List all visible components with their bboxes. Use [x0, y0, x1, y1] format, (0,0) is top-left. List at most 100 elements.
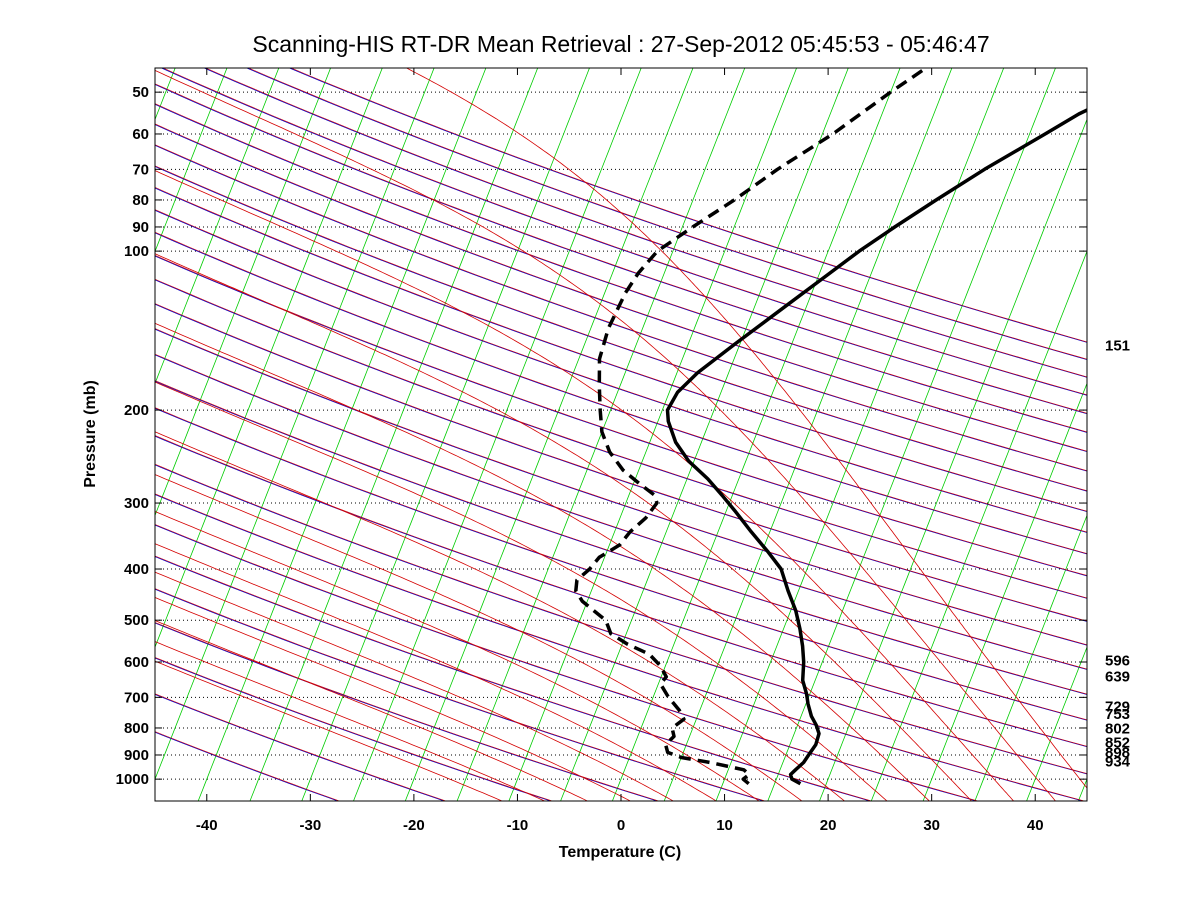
- dry-adiabat-overlay-290: [155, 555, 873, 801]
- isotherm--60: [155, 68, 280, 385]
- y-tick-label-1000: 1000: [116, 771, 149, 788]
- moist-adiabat-12: [155, 543, 717, 801]
- dry-adiabat-410: [155, 232, 1087, 555]
- x-axis-label: Temperature (C): [559, 844, 681, 861]
- right-label-729: 729: [1105, 699, 1130, 716]
- x-tick-label-10: 10: [716, 817, 733, 834]
- isotherm-30: [922, 382, 1087, 801]
- dry-adiabat-overlay-500: [205, 68, 1087, 378]
- moist-adiabat-36: [155, 253, 973, 801]
- isotherm--5: [560, 68, 849, 801]
- dry-adiabat-overlay-490: [162, 68, 1087, 396]
- moist-adiabat-4: [155, 597, 632, 801]
- isotherm--20: [404, 68, 694, 801]
- y-tick-label-300: 300: [124, 495, 149, 512]
- moist-adiabat-48: [405, 68, 1087, 789]
- y-tick-label-200: 200: [124, 402, 149, 419]
- dry-adiabat-overlay-460: [155, 123, 1087, 452]
- profiles: [574, 68, 1087, 786]
- y-tick-label-700: 700: [124, 689, 149, 706]
- dry-adiabat-overlay-360: [155, 353, 1087, 670]
- dry-adiabat-440: [155, 166, 1087, 492]
- moist-adiabat-16: [155, 511, 760, 801]
- pressure-grid: [155, 91, 1087, 780]
- y-tick-label-500: 500: [124, 612, 149, 629]
- dry-adiabat-overlay-520: [290, 68, 1087, 343]
- dry-adiabat-overlay-410: [155, 231, 1087, 554]
- x-tick-label--30: -30: [299, 817, 321, 834]
- y-tick-label-60: 60: [132, 126, 149, 143]
- y-tick-label-400: 400: [124, 561, 149, 578]
- y-ticks: 50 60 70 80 90 100 200 300 400 500 600 700 800 900 100…: [116, 84, 1087, 788]
- dry-adiabat-overlay-380: [155, 303, 1087, 622]
- isotherm--25: [353, 68, 642, 801]
- isotherm--30: [301, 68, 590, 801]
- dry-adiabat-430: [155, 187, 1087, 513]
- dry-adiabat-overlay-390: [155, 278, 1087, 599]
- right-label-596: 596: [1105, 652, 1130, 669]
- y-tick-label-600: 600: [124, 654, 149, 671]
- dry-adiabat-overlay-330: [155, 435, 1087, 747]
- y-axis-label: Pressure (mb): [82, 380, 99, 488]
- dry-adiabat-overlay-310: [155, 493, 1086, 801]
- dry-adiabat-490: [160, 68, 1087, 396]
- dry-adiabat-overlay-440: [155, 165, 1087, 492]
- y-tick-label-80: 80: [132, 192, 149, 209]
- dry-adiabat-370: [155, 328, 1087, 646]
- dry-adiabat-400: [155, 255, 1087, 577]
- x-tick-label--20: -20: [403, 817, 425, 834]
- dry-adiabat-overlay-450: [155, 144, 1087, 472]
- dry-adiabat-300: [155, 524, 978, 801]
- isotherm--45: [155, 68, 435, 781]
- y-tick-label-50: 50: [132, 84, 149, 101]
- dry-adiabat-420: [155, 209, 1087, 533]
- isotherm-10: [715, 68, 1005, 801]
- dry-adiabat-overlay-280: [155, 588, 767, 801]
- dry-adiabat-overlay-400: [155, 255, 1087, 576]
- dry-adiabat-overlay-510: [247, 68, 1087, 360]
- y-tick-label-900: 900: [124, 747, 149, 764]
- moist-adiabat-28: [155, 381, 888, 801]
- dry-adiabat-overlay-480: [155, 83, 1087, 414]
- isotherm--10: [508, 68, 798, 801]
- chart-title: Scanning-HIS RT-DR Mean Retrieval : 27-S…: [252, 31, 989, 57]
- right-label-753: 753: [1105, 706, 1130, 723]
- isotherm--35: [249, 68, 539, 801]
- x-ticks: -40 -30 -20 -10 0 10 20 30 40: [196, 68, 1044, 834]
- isotherm--50: [155, 68, 383, 649]
- y-tick-label-100: 100: [124, 243, 149, 260]
- dry-adiabat-330: [155, 435, 1087, 748]
- moist-adiabat-40: [155, 170, 1015, 801]
- isotherm-40: [1026, 646, 1087, 801]
- dry-adiabat-520: [288, 68, 1087, 343]
- right-label-934: 934: [1105, 753, 1131, 770]
- isotherm-15: [767, 68, 1056, 801]
- dry-adiabat-470: [155, 103, 1087, 433]
- y-tick-label-800: 800: [124, 720, 149, 737]
- isotherm-25: [870, 250, 1087, 801]
- dry-adiabat-overlay-470: [155, 103, 1087, 433]
- moist-adiabat-44: [155, 69, 1056, 801]
- dry-adiabat-overlay-260: [155, 657, 554, 801]
- dry-adiabat-510: [245, 68, 1087, 361]
- isotherm--55: [155, 68, 332, 517]
- dry-adiabat-overlay-270: [155, 622, 660, 801]
- x-tick-label--40: -40: [196, 817, 218, 834]
- x-tick-label--10: -10: [507, 817, 529, 834]
- dry-adiabat-380: [155, 303, 1087, 622]
- profile-temperature: [665, 108, 1087, 786]
- dry-adiabat-320: [155, 464, 1087, 775]
- y-tick-label-90: 90: [132, 219, 149, 236]
- y-tick-label-70: 70: [132, 161, 149, 178]
- isotherm-35: [974, 514, 1087, 801]
- background-lines: [155, 68, 1087, 801]
- dry-adiabat-overlay-420: [155, 209, 1087, 533]
- right-label-852: 852: [1105, 734, 1130, 751]
- right-label-151: 151: [1105, 338, 1130, 355]
- dry-adiabat-500: [203, 68, 1087, 378]
- dry-adiabat-overlay-370: [155, 328, 1087, 646]
- isotherm--65: [155, 68, 228, 253]
- dry-adiabat-390: [155, 279, 1087, 599]
- dry-adiabat-460: [155, 124, 1087, 453]
